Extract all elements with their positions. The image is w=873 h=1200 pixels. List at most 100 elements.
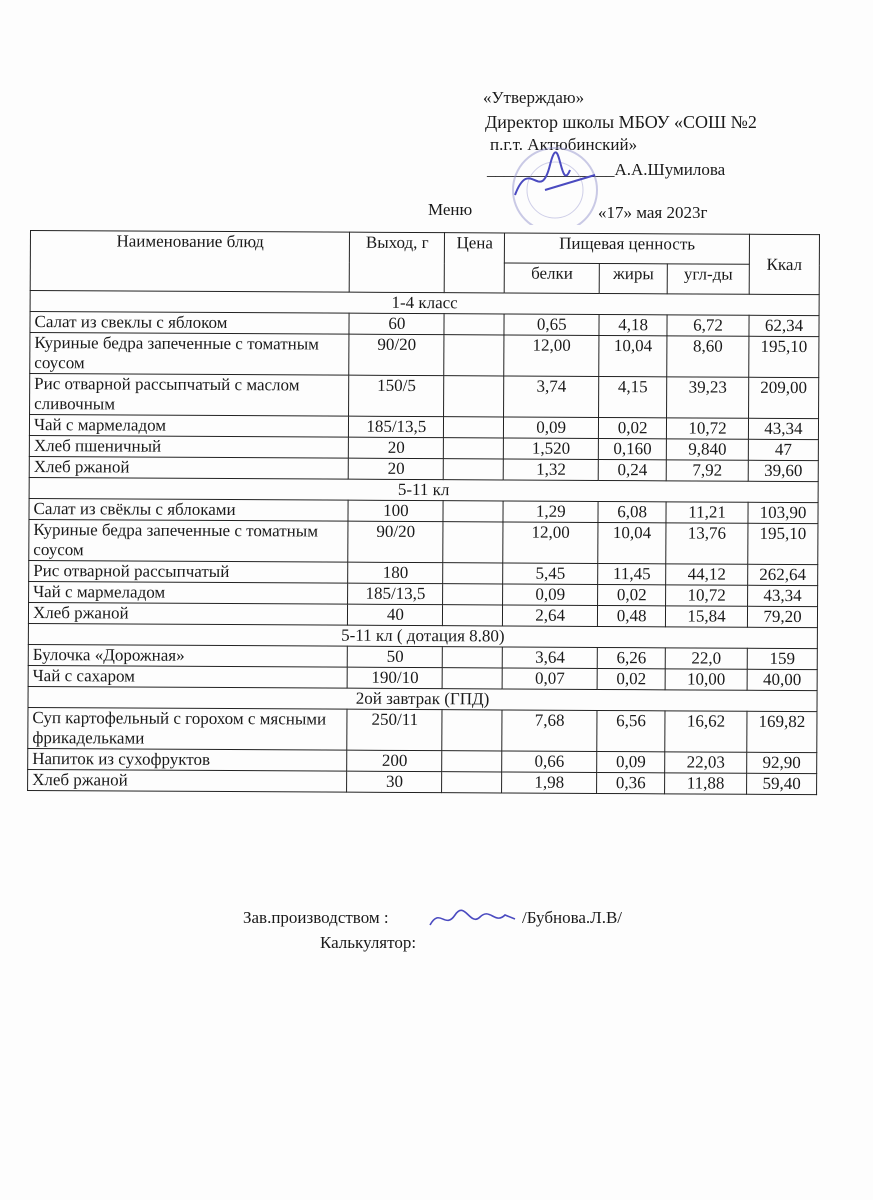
dish-kcal: 59,40 [746, 773, 817, 795]
dish-price [442, 667, 503, 689]
dish-protein: 3,64 [502, 646, 598, 669]
dish-price [442, 583, 503, 605]
dish-price [441, 771, 502, 793]
production-name: /Бубнова.Л.В/ [522, 908, 623, 927]
dish-name: Чай с мармеладом [28, 581, 349, 605]
dish-yield: 185/13,5 [348, 416, 444, 438]
dish-kcal: 43,34 [747, 585, 818, 607]
dish-yield: 20 [348, 437, 444, 459]
dish-fat: 11,45 [597, 563, 666, 585]
dish-fat: 10,04 [598, 335, 668, 377]
menu-date: «17» мая 2023г [598, 203, 708, 222]
dish-kcal: 169,82 [746, 711, 817, 753]
approval-line2: п.г.т. Актюбинский» [490, 135, 638, 154]
dish-carbs: 22,03 [664, 751, 747, 774]
dish-carbs: 11,21 [666, 501, 749, 524]
dish-kcal: 43,34 [748, 418, 819, 440]
dish-carbs: 22,0 [665, 647, 748, 670]
dish-yield: 185/13,5 [347, 583, 443, 605]
approval-line1: Директор школы МБОУ «СОШ №2 [485, 112, 757, 132]
dish-name: Хлеб ржаной [28, 602, 348, 626]
dish-protein: 1,520 [503, 437, 599, 460]
dish-kcal: 262,64 [747, 564, 818, 586]
dish-fat: 6,26 [597, 647, 666, 669]
dish-kcal: 195,10 [747, 523, 818, 565]
calculator-label: Калькулятор: [320, 933, 417, 952]
dish-fat: 0,36 [596, 772, 665, 794]
dish-yield: 60 [349, 313, 445, 335]
dish-yield: 90/20 [349, 334, 445, 376]
dish-fat: 4,18 [599, 314, 668, 336]
dish-name: Напиток из сухофруктов [27, 748, 348, 772]
dish-name: Салат из свеклы с яблоком [29, 311, 350, 335]
dish-name: Салат из свёклы с яблоками [28, 498, 349, 522]
table-row: Хлеб ржаной 30 1,98 0,36 11,88 59,40 [27, 769, 817, 795]
dish-price [444, 334, 505, 376]
dish-price [443, 375, 505, 417]
dish-name: Суп картофельный с горохом с мясными фри… [27, 707, 348, 751]
menu-table: Наименование блюд Выход, г Цена Пищевая … [27, 230, 820, 795]
dish-kcal: 103,90 [747, 502, 819, 524]
dish-kcal: 209,00 [748, 377, 819, 419]
dish-yield: 40 [347, 604, 443, 626]
dish-protein: 0,65 [504, 313, 600, 336]
dish-carbs: 15,84 [665, 605, 748, 628]
dish-yield: 200 [347, 750, 443, 772]
dish-name: Рис отварной рассыпчатый с маслом сливоч… [29, 373, 350, 417]
dish-kcal: 92,90 [746, 752, 817, 774]
dish-protein: 1,29 [503, 500, 599, 523]
dish-kcal: 79,20 [747, 606, 818, 628]
dish-kcal: 159 [747, 648, 818, 670]
dish-protein: 7,68 [502, 709, 598, 752]
dish-price [443, 521, 504, 563]
dish-protein: 2,64 [502, 604, 598, 627]
table-row: Суп картофельный с горохом с мясными фри… [27, 707, 817, 753]
dish-carbs: 10,72 [666, 417, 749, 440]
dish-price [443, 500, 504, 522]
production-signature [429, 909, 516, 926]
dish-carbs: 10,00 [665, 668, 748, 691]
dish-name: Куриные бедра запеченные с томатным соус… [28, 519, 349, 563]
dish-yield: 50 [347, 646, 443, 668]
dish-fat: 10,04 [597, 522, 667, 564]
dish-yield: 30 [346, 771, 443, 793]
dish-name: Хлеб ржаной [27, 769, 348, 793]
dish-carbs: 9,840 [666, 438, 749, 461]
dish-name: Чай с мармеладом [29, 414, 349, 438]
dish-fat: 6,56 [596, 710, 666, 752]
dish-price [443, 458, 504, 480]
dish-fat: 0,48 [597, 605, 666, 627]
dish-name: Чай с сахаром [28, 665, 348, 689]
dish-fat: 0,02 [597, 584, 666, 606]
dish-carbs: 13,76 [665, 522, 748, 565]
dish-fat: 0,02 [598, 417, 667, 439]
dish-yield: 100 [348, 500, 444, 522]
dish-protein: 0,66 [501, 750, 597, 773]
dish-price [442, 646, 503, 668]
dish-fat: 0,09 [596, 751, 665, 773]
approval-title: «Утверждаю» [483, 88, 585, 107]
header-fat: жиры [599, 263, 668, 294]
stamp-and-signature [512, 147, 598, 225]
header-name: Наименование блюд [30, 230, 350, 293]
dish-carbs: 6,72 [667, 314, 750, 337]
dish-yield: 180 [348, 562, 444, 584]
dish-name: Рис отварной рассыпчатый [28, 560, 349, 584]
dish-protein: 0,07 [502, 667, 598, 690]
header-yield: Выход, г [349, 232, 445, 293]
dish-price [442, 562, 504, 584]
dish-yield: 90/20 [348, 521, 444, 563]
dish-name: Хлеб пшеничный [29, 435, 349, 459]
table-row: Куриные бедра запеченные с томатным соус… [28, 519, 818, 565]
dish-carbs: 10,72 [665, 584, 748, 607]
dish-fat: 4,15 [598, 376, 667, 418]
dish-name: Куриные бедра запеченные с томатным соус… [29, 332, 350, 376]
production-label: Зав.производством : [243, 908, 389, 927]
dish-carbs: 39,23 [666, 376, 749, 419]
dish-price [442, 604, 503, 626]
header-protein: белки [504, 262, 600, 294]
dish-carbs: 11,88 [664, 772, 747, 795]
table-row: Куриные бедра запеченные с томатным соус… [29, 332, 819, 378]
dish-price [442, 750, 503, 772]
